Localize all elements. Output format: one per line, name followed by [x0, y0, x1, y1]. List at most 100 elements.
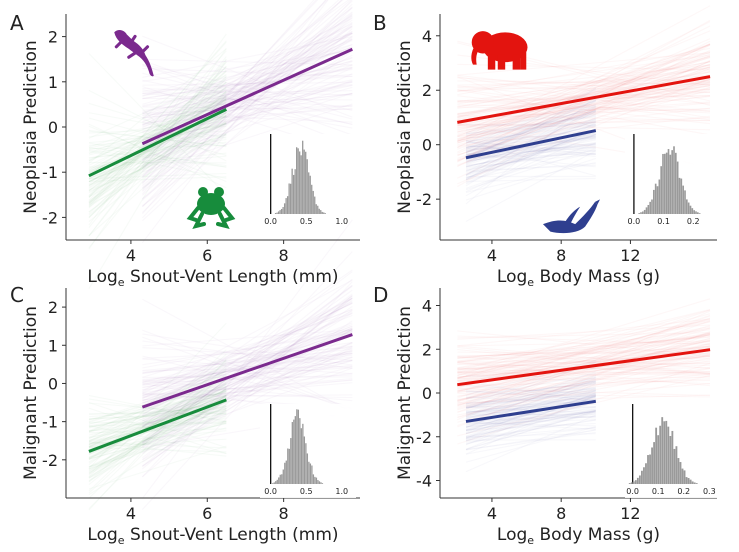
- y-tick-label: 0: [422, 136, 432, 155]
- histogram-bar: [318, 481, 321, 484]
- histogram-bar: [673, 448, 676, 484]
- histogram-bar: [300, 155, 302, 214]
- series-line: [141, 333, 353, 409]
- histogram-bar: [681, 468, 684, 484]
- x-axis-label-sub: e: [527, 276, 534, 289]
- histogram-bar: [284, 462, 286, 484]
- histogram-bar: [687, 202, 690, 214]
- histogram-bar: [689, 479, 692, 484]
- histogram-bar: [289, 183, 292, 214]
- y-tick-label: 2: [48, 28, 58, 47]
- y-tick-label: -2: [42, 208, 58, 227]
- histogram-bar: [695, 483, 698, 484]
- y-tick-label: 2: [422, 340, 432, 359]
- x-axis-label-sub: e: [527, 534, 534, 547]
- x-tick-label: 12: [620, 246, 640, 265]
- histogram-bar: [293, 419, 295, 484]
- histogram-bar: [695, 211, 697, 214]
- histogram-bar: [311, 465, 313, 484]
- histogram-bar: [279, 210, 281, 214]
- histogram-bar: [663, 421, 666, 484]
- series-line: [465, 399, 597, 423]
- histogram-bar: [274, 212, 277, 214]
- histogram-bar: [682, 185, 684, 214]
- histogram-bar: [308, 461, 310, 484]
- histogram-bar: [299, 418, 301, 484]
- histogram-bar: [636, 477, 639, 484]
- x-tick-label: 8: [556, 504, 566, 523]
- histogram-bar: [665, 420, 668, 484]
- histogram-bar: [294, 169, 296, 214]
- histogram-bar: [664, 153, 666, 214]
- histogram-bar: [647, 204, 650, 214]
- histogram-bar: [640, 212, 642, 214]
- histogram-bar: [275, 481, 277, 484]
- histogram-bar: [669, 436, 672, 484]
- histogram-bar: [314, 476, 316, 484]
- histogram-bar: [680, 178, 683, 214]
- histogram-bar: [697, 212, 699, 214]
- y-tick-label: -1: [42, 413, 58, 432]
- histogram-bar: [667, 149, 670, 214]
- histogram-bar: [306, 159, 308, 214]
- inset-tick-label: 0.2: [687, 217, 700, 226]
- inset-tick-label: 0.1: [652, 487, 665, 496]
- y-tick-label: 1: [48, 73, 58, 92]
- histogram-bar: [691, 481, 694, 484]
- histogram-bar: [661, 417, 664, 484]
- histogram-bar: [649, 201, 651, 214]
- y-axis-label: Malignant Prediction: [395, 306, 415, 480]
- histogram-bar: [300, 428, 303, 484]
- x-tick-label: 6: [202, 504, 212, 523]
- x-axis-label-main: Log: [87, 525, 117, 545]
- histogram-bar: [645, 207, 648, 214]
- histogram-bar: [317, 205, 319, 214]
- x-axis-label-main: Log: [87, 267, 117, 287]
- y-axis-label: Neoplasia Prediction: [21, 40, 41, 213]
- x-axis-label-rest: Body Mass (g): [534, 267, 660, 287]
- histogram-bar: [667, 426, 670, 484]
- y-tick-label: 4: [422, 297, 432, 316]
- histogram-bar: [288, 448, 290, 484]
- inset-tick-label: 0.2: [677, 487, 690, 496]
- elephant-icon: [471, 31, 528, 70]
- histogram-bar: [653, 189, 655, 214]
- histogram-bar: [643, 209, 646, 214]
- panel-c: -2 -1 0 1 2 4 6 8 Malignant Prediction Loge Snout…: [10, 283, 360, 547]
- histogram-bar: [276, 479, 278, 484]
- histogram-bar: [683, 470, 686, 484]
- histogram-bar: [686, 199, 688, 214]
- histogram-bar: [630, 482, 633, 484]
- panel-letter: C: [10, 283, 24, 307]
- series-line: [457, 348, 711, 387]
- y-tick-label: -2: [42, 451, 58, 470]
- histogram-bar: [671, 430, 674, 484]
- x-axis-label-main: Log: [497, 525, 527, 545]
- histogram-bar: [673, 146, 675, 214]
- inset-background: [260, 134, 356, 228]
- histogram-bar: [687, 478, 690, 484]
- histogram-bar: [675, 152, 677, 214]
- histogram-bar: [320, 210, 322, 214]
- histogram-bar: [675, 446, 678, 484]
- histogram-bar: [651, 199, 653, 214]
- y-tick-label: 4: [422, 27, 432, 46]
- panel-letter: B: [373, 11, 387, 35]
- histogram-bar: [323, 212, 325, 214]
- histogram-bar: [657, 435, 660, 484]
- x-tick-label: 8: [556, 246, 566, 265]
- histogram-bar: [665, 152, 668, 214]
- histogram-bar: [282, 469, 284, 484]
- histogram-bar: [291, 168, 293, 214]
- histogram-bar: [297, 409, 299, 484]
- histogram-bar: [653, 442, 656, 484]
- y-tick-label: 0: [422, 384, 432, 403]
- inset-tick-label: 0.0: [264, 487, 277, 496]
- histogram-bar: [281, 474, 283, 484]
- series-line: [465, 129, 597, 160]
- inset-tick-label: 0.3: [703, 487, 716, 496]
- inset-tick-label: 1.0: [335, 217, 348, 226]
- histogram-bar: [285, 460, 287, 484]
- x-axis-label: Loge Body Mass (g): [497, 525, 660, 547]
- histogram-bar: [279, 474, 281, 484]
